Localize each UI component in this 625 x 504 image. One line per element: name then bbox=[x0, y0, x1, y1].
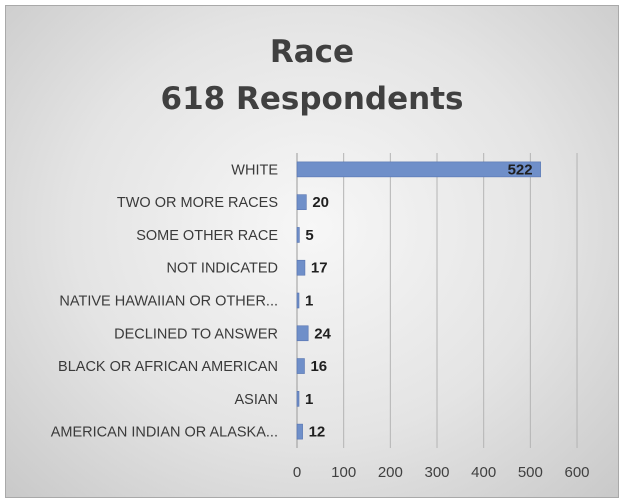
x-tick-label: 500 bbox=[518, 464, 543, 481]
bar bbox=[296, 391, 300, 407]
data-label: 1 bbox=[305, 293, 313, 310]
bar bbox=[296, 161, 541, 178]
category-label: WHITE bbox=[231, 162, 278, 178]
x-tick-label: 300 bbox=[424, 464, 449, 481]
category-label: DECLINED TO ANSWER bbox=[114, 326, 278, 342]
bar-chart-plot: 0 100 200 300 400 500 600 WHITE 522 TWO OR MORE R… bbox=[51, 153, 590, 481]
category-label: AMERICAN INDIAN OR ALASKA... bbox=[51, 425, 278, 441]
x-tick-label: 200 bbox=[378, 464, 403, 481]
bar bbox=[296, 325, 309, 342]
data-label: 24 bbox=[314, 325, 331, 342]
category-label: BLACK OR AFRICAN AMERICAN bbox=[58, 359, 278, 375]
data-label: 20 bbox=[312, 194, 329, 211]
category-label: TWO OR MORE RACES bbox=[117, 195, 278, 211]
bar bbox=[296, 227, 300, 243]
data-label: 522 bbox=[508, 161, 533, 178]
category-label: ASIAN bbox=[234, 392, 278, 408]
x-tick-label: 400 bbox=[471, 464, 496, 481]
data-label: 12 bbox=[309, 424, 326, 441]
chart-title: Race bbox=[269, 34, 355, 70]
x-tick-label: 600 bbox=[565, 464, 590, 481]
bar bbox=[296, 358, 305, 374]
category-label: SOME OTHER RACE bbox=[136, 228, 278, 244]
x-tick-label: 100 bbox=[331, 464, 356, 481]
data-label: 16 bbox=[310, 358, 327, 375]
data-label: 5 bbox=[305, 227, 313, 244]
bar bbox=[296, 292, 300, 309]
chart-container: Race 618 Respondents 0 100 200 300 400 500 600… bbox=[5, 5, 619, 498]
x-tick-label: 0 bbox=[293, 464, 301, 481]
bar bbox=[296, 259, 306, 276]
data-label: 17 bbox=[311, 260, 328, 277]
category-label: NOT INDICATED bbox=[167, 261, 278, 277]
category-label: NATIVE HAWAIIAN OR OTHER... bbox=[59, 294, 278, 310]
bar bbox=[296, 423, 303, 440]
bar bbox=[296, 194, 307, 210]
chart-subtitle: 618 Respondents bbox=[160, 81, 464, 117]
data-label: 1 bbox=[305, 391, 313, 408]
